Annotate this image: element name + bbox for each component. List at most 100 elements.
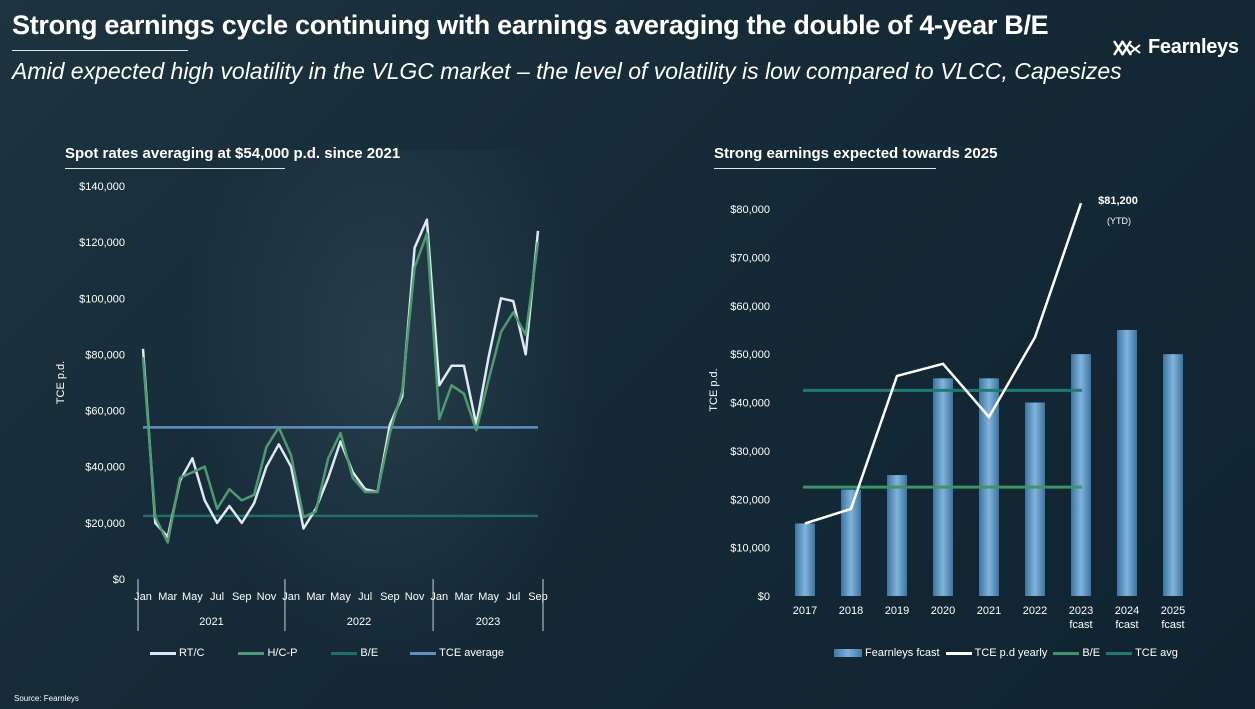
y-tick-label: $70,000	[730, 252, 770, 264]
y-tick-label: $100,000	[79, 293, 125, 305]
y-tick-label: $60,000	[85, 406, 125, 418]
year-label: 2023	[476, 616, 500, 628]
tce-yearly-line	[804, 202, 1083, 525]
x-tick-label: 2017	[793, 605, 817, 617]
y-tick-label: $40,000	[730, 398, 770, 410]
legend-swatch-tce-avg	[1106, 651, 1133, 655]
y-tick-label: $0	[758, 591, 770, 603]
x-tick-label: Mar	[306, 591, 325, 603]
x-tick-label: May	[478, 591, 499, 603]
legend-label-be: B/E	[360, 647, 379, 659]
x-tick-label: Sep	[232, 591, 252, 603]
legend-item-fearnleys-fcast: Fearnleys fcast	[834, 647, 940, 659]
legend-item-rtc: RT/C	[150, 647, 204, 659]
x-tick-label: 2021	[977, 605, 1001, 617]
legend-swatch-rtc	[150, 651, 176, 655]
x-tick-label: May	[330, 591, 351, 603]
x-tick-label: Jul	[210, 591, 224, 603]
fcast-bar	[1071, 354, 1091, 596]
legend-swatch-tce-average	[410, 651, 437, 655]
legend-swatch-tce-yearly	[945, 651, 972, 655]
y-tick-label: $20,000	[730, 494, 770, 506]
legend-item-tce-average: TCE average	[410, 647, 504, 659]
fearnleys-logo: Fearnleys	[1112, 36, 1239, 59]
source-note: Source: Fearnleys	[14, 694, 79, 703]
title-underline	[12, 50, 188, 51]
x-tick-label: 2025	[1161, 605, 1185, 617]
legend-label-tce-yearly: TCE p.d yearly	[974, 647, 1048, 659]
x-tick-label: 2022	[1023, 605, 1047, 617]
x-tick-label: Sep	[528, 591, 548, 603]
y-tick-label: $20,000	[85, 518, 125, 530]
x-tick-label: Jul	[358, 591, 372, 603]
fcast-bar	[795, 523, 815, 596]
legend-swatch-be	[331, 651, 358, 655]
y-tick-label: $40,000	[85, 462, 125, 474]
year-label: 2022	[347, 616, 371, 628]
legend-label-tce-avg: TCE avg	[1135, 647, 1178, 659]
rtc-series-line	[141, 218, 540, 539]
x-tick-label: May	[182, 591, 203, 603]
x-tick-label: Jan	[282, 591, 300, 603]
y-tick-label: $80,000	[730, 204, 770, 216]
legend-item-tce-avg: TCE avg	[1106, 647, 1178, 659]
right-bar-chart: $0 $10,000 $20,000 $30,000 $40,000 $50,000 $60…	[708, 195, 1185, 631]
x-tick-label: 2024	[1115, 605, 1139, 617]
legend-item-be: B/E	[331, 647, 378, 659]
fcast-bar	[1163, 354, 1183, 596]
fcast-bar	[841, 489, 861, 596]
left-chart-legend: RT/C H/C-P B/E TCE average	[150, 647, 518, 659]
legend-swatch-be-right	[1053, 651, 1080, 655]
annotation-note: (YTD)	[1107, 216, 1131, 226]
x-tick-label: Jan	[430, 591, 448, 603]
fcast-bar	[887, 475, 907, 596]
x-tick-label: fcast	[1115, 619, 1138, 631]
y-tick-label: $10,000	[730, 543, 770, 555]
legend-item-tce-yearly: TCE p.d yearly	[945, 647, 1048, 659]
left-chart-title-underline	[65, 168, 285, 169]
x-tick-label: fcast	[1161, 619, 1184, 631]
x-tick-label: Mar	[454, 591, 473, 603]
page-title: Strong earnings cycle continuing with ea…	[12, 10, 1049, 40]
x-tick-label: Jul	[506, 591, 520, 603]
x-tick-label: 2018	[839, 605, 863, 617]
legend-label-fearnleys-fcast: Fearnleys fcast	[865, 647, 940, 659]
fcast-bar	[1025, 402, 1045, 596]
x-tick-label: Jan	[134, 591, 152, 603]
legend-swatch-fearnleys-fcast	[834, 649, 862, 657]
legend-label-hcp: H/C-P	[267, 647, 298, 659]
y-tick-label: $30,000	[730, 446, 770, 458]
x-tick-label: fcast	[1069, 619, 1092, 631]
y-tick-label: $120,000	[79, 237, 125, 249]
y-tick-label: $60,000	[730, 301, 770, 313]
x-tick-label: Mar	[158, 591, 177, 603]
right-chart-title: Strong earnings expected towards 2025	[714, 145, 998, 162]
legend-label-be-right: B/E	[1082, 647, 1101, 659]
legend-label-rtc: RT/C	[179, 647, 205, 659]
hcp-series-line	[141, 232, 540, 544]
y-tick-label: $50,000	[730, 349, 770, 361]
y-axis-label: TCE p.d.	[708, 368, 720, 411]
right-chart-title-underline	[714, 168, 936, 169]
y-tick-label: $0	[113, 574, 125, 586]
legend-item-be-right: B/E	[1053, 647, 1100, 659]
x-tick-label: Nov	[257, 591, 277, 603]
right-chart-legend: Fearnleys fcast TCE p.d yearly B/E TCE a…	[834, 647, 1192, 659]
y-tick-label: $140,000	[79, 181, 125, 193]
x-tick-label: Nov	[405, 591, 425, 603]
legend-item-hcp: H/C-P	[238, 647, 297, 659]
left-chart-title: Spot rates averaging at $54,000 p.d. sin…	[65, 145, 401, 162]
background-ship-image	[180, 150, 600, 670]
legend-swatch-hcp	[238, 651, 265, 655]
page-subtitle: Amid expected high volatility in the VLG…	[12, 58, 1122, 84]
y-axis-label: TCE p.d.	[55, 361, 67, 404]
logo-text: Fearnleys	[1148, 36, 1239, 58]
fearnleys-logo-icon	[1112, 39, 1141, 56]
annotation-label: $81,200	[1098, 195, 1138, 207]
x-tick-label: 2023	[1069, 605, 1093, 617]
year-label: 2021	[199, 616, 223, 628]
legend-label-tce-average: TCE average	[439, 647, 504, 659]
x-tick-label: 2019	[885, 605, 909, 617]
left-line-chart: $0 $20,000 $40,000 $60,000 $80,000 $100,000 $1…	[55, 181, 548, 631]
x-tick-label: 2020	[931, 605, 955, 617]
